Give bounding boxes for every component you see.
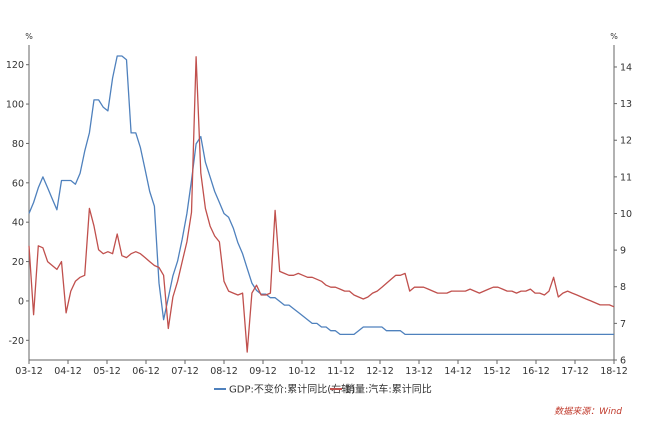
series-layer [28, 55, 615, 353]
left-axis-unit: % [25, 32, 33, 41]
left-tick-label: -20 [8, 336, 24, 347]
legend-label: 销量:汽车:累计同比 [345, 383, 432, 396]
x-tick-label: 17-12 [561, 366, 589, 377]
left-tick-label: 0 [18, 296, 24, 307]
x-tick-label: 15-12 [483, 366, 511, 377]
left-tick-label: 40 [12, 218, 24, 229]
right-tick-label: 10 [620, 209, 632, 220]
left-tick-label: 100 [6, 100, 24, 111]
right-tick-label: 7 [620, 319, 626, 330]
right-tick-label: 9 [620, 246, 626, 257]
x-tick-label: 14-12 [444, 366, 472, 377]
right-tick-label: 14 [620, 62, 632, 73]
legend-label: GDP:不变价:累计同比(右轴) [229, 383, 355, 396]
x-tick-label: 18-12 [600, 366, 628, 377]
gdp-series-line [28, 55, 614, 336]
legend: GDP:不变价:累计同比(右轴)销量:汽车:累计同比 [214, 383, 432, 396]
left-tick-label: 60 [12, 178, 24, 189]
right-tick-label: 11 [620, 172, 632, 183]
right-tick-label: 6 [620, 356, 626, 367]
right-tick-label: 8 [620, 282, 626, 293]
x-tick-label: 03-12 [15, 366, 43, 377]
left-tick-label: 120 [6, 60, 24, 71]
x-tick-label: 16-12 [522, 366, 550, 377]
x-tick-label: 11-12 [327, 366, 355, 377]
x-tick-label: 05-12 [93, 366, 121, 377]
right-tick-label: 13 [620, 99, 632, 110]
x-tick-label: 12-12 [366, 366, 394, 377]
axes: % % -20 0 20 40 60 80 100 120 6 7 8 9 10 11 12 13 14 03-12 0… [6, 32, 632, 377]
x-tick-label: 13-12 [405, 366, 433, 377]
x-tick-label: 08-12 [210, 366, 238, 377]
auto-sales-series-line [28, 56, 615, 353]
x-tick-label: 09-12 [249, 366, 277, 377]
x-tick-label: 04-12 [54, 366, 82, 377]
right-tick-label: 12 [620, 136, 632, 147]
left-tick-label: 20 [12, 257, 24, 268]
x-tick-label: 10-12 [288, 366, 316, 377]
source-note: 数据来源：Wind [554, 406, 622, 417]
x-tick-label: 06-12 [132, 366, 160, 377]
x-tick-label: 07-12 [171, 366, 199, 377]
left-tick-label: 80 [12, 139, 24, 150]
right-axis-unit: % [610, 32, 618, 41]
